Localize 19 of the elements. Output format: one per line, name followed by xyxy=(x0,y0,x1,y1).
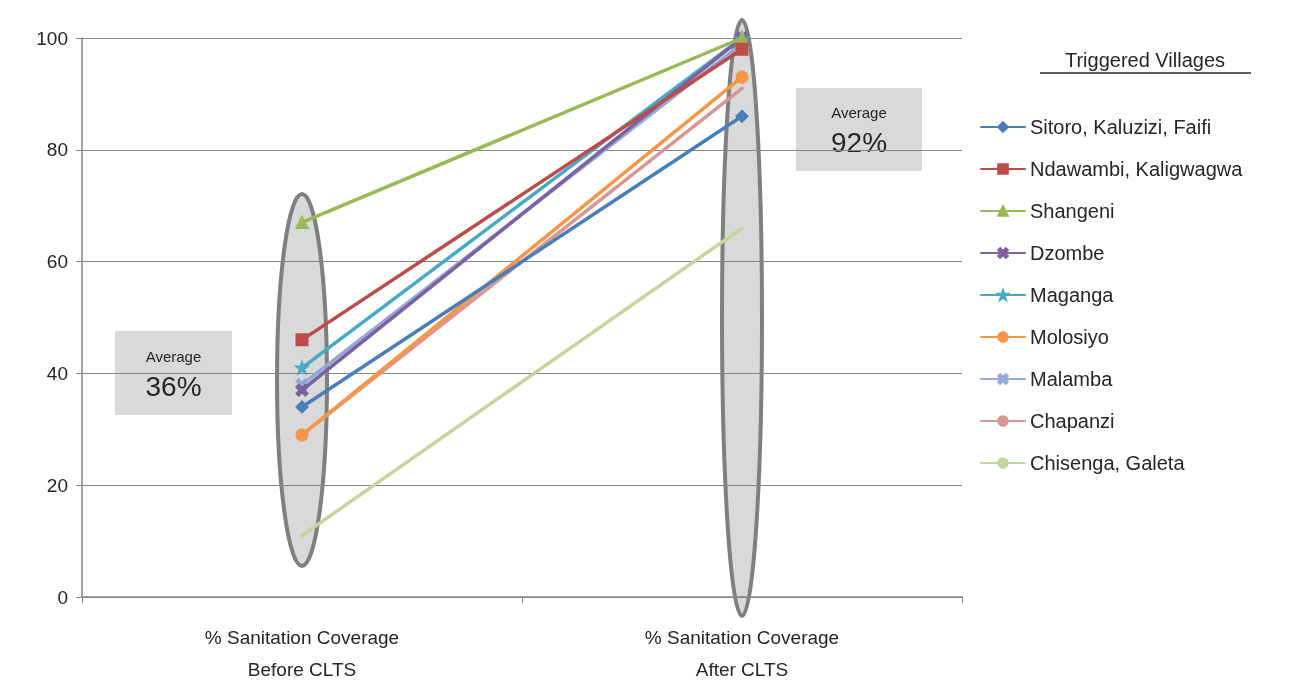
legend-label: Chisenga, Galeta xyxy=(1030,452,1186,474)
y-tick-label: 60 xyxy=(46,251,68,273)
x-tick-label: % Sanitation Coverage Before CLTS xyxy=(204,626,400,680)
legend-label: Ndawambi, Kaligwagwa xyxy=(1030,158,1244,180)
y-tick-label: 20 xyxy=(46,474,68,496)
legend-label: Shangeni xyxy=(1030,200,1115,222)
y-tick-label: 40 xyxy=(46,362,68,384)
x-tick-label: % Sanitation Coverage After CLTS xyxy=(644,626,840,680)
y-tick-label: 80 xyxy=(46,139,68,161)
legend-label: Chapanzi xyxy=(1030,410,1115,432)
annotation: Average 36% xyxy=(145,347,202,402)
legend-title: Triggered Villages xyxy=(1064,49,1226,71)
legend-label: Maganga xyxy=(1030,284,1115,306)
legend-label: Molosiyo xyxy=(1030,326,1109,348)
legend-label: Sitoro, Kaluzizi, Faifi xyxy=(1030,116,1212,138)
y-tick-label: 100 xyxy=(36,27,68,49)
legend-label: Malamba xyxy=(1030,368,1114,390)
legend-label: Dzombe xyxy=(1030,242,1105,264)
y-tick-label: 0 xyxy=(57,586,68,608)
